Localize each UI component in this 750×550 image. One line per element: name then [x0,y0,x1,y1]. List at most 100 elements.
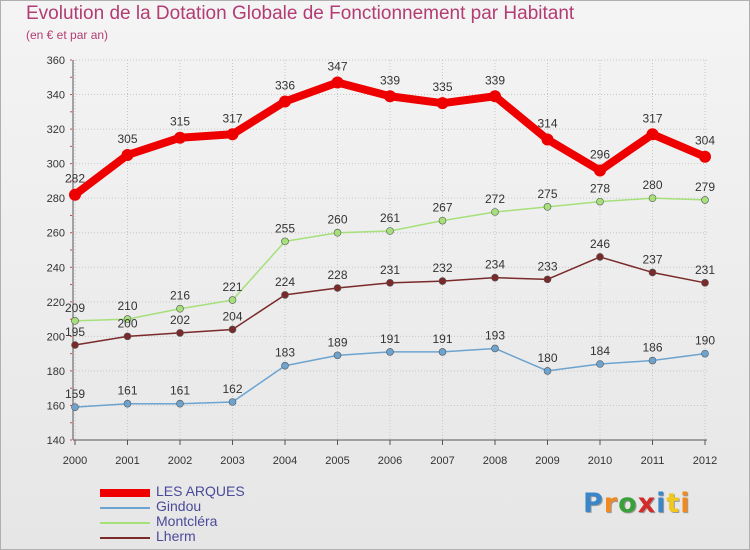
point-lherm [333,284,342,292]
point-gindou [386,348,394,356]
point-lherm [386,279,394,287]
point-lherm [438,277,447,285]
data-label-les-arques: 339 [485,73,505,87]
y-tick-label: 280 [47,193,65,205]
x-tick-label: 2008 [483,455,507,467]
point-les-arques [69,188,81,201]
point-montclera [701,196,709,204]
data-label-gindou: 189 [327,335,347,349]
data-label-les-arques: 305 [117,132,137,146]
chart-subtitle: (en € et par an) [26,28,109,42]
point-gindou [281,361,289,370]
y-tick-label: 180 [47,366,65,378]
x-tick-label: 2009 [535,455,559,467]
x-tick-label: 2004 [273,455,297,467]
data-label-montclera: 267 [432,201,452,215]
legend-label-lherm: Lherm [156,528,196,544]
point-montclera [281,237,289,246]
data-label-gindou: 180 [537,351,557,365]
data-label-gindou: 162 [222,382,242,396]
point-les-arques [384,90,396,103]
point-montclera [386,227,394,235]
data-label-montclera: 210 [117,299,137,313]
data-label-les-arques: 314 [537,116,557,130]
point-les-arques [121,149,134,161]
data-label-montclera: 209 [65,301,85,315]
point-gindou [71,403,79,411]
data-label-montclera: 278 [590,182,610,196]
x-tick-label: 2012 [693,455,717,467]
series-lines [69,76,711,411]
point-gindou [596,360,604,368]
legend-swatch-gindou [100,507,150,509]
data-labels: 282 305 315 317 336 347 339 335 339 314 296 317 304 1… [65,59,715,401]
legend-label-gindou: Gindou [156,498,202,514]
data-label-lherm: 246 [590,237,610,251]
x-tick-label: 2001 [115,455,139,467]
y-tick-label: 220 [47,297,65,309]
axes: 140 160 180 200 220 240 260 280 300 320 340 360 2000… [47,55,718,467]
data-label-les-arques: 339 [380,73,400,87]
data-label-lherm: 224 [275,275,295,289]
legend-label-montclera: Montcléra [156,513,218,529]
data-label-gindou: 191 [432,332,452,346]
point-montclera [333,228,342,237]
data-label-montclera: 216 [170,289,190,303]
data-label-gindou: 161 [170,384,190,398]
data-label-gindou: 191 [380,332,400,346]
point-les-arques [594,164,606,177]
data-label-les-arques: 296 [590,148,610,162]
point-montclera [648,194,657,202]
data-label-gindou: 183 [275,346,295,360]
data-label-les-arques: 315 [170,115,190,129]
data-label-montclera: 280 [642,178,662,192]
data-label-montclera: 272 [485,192,505,206]
data-label-lherm: 233 [537,259,557,273]
point-gindou [333,351,342,360]
point-lherm [176,329,184,337]
point-gindou [176,399,184,408]
data-label-lherm: 200 [117,316,137,330]
point-gindou [438,348,447,356]
point-gindou [228,398,237,406]
x-tick-label: 2006 [378,455,402,467]
y-tick-label: 340 [47,90,65,102]
point-lherm [648,268,657,277]
point-montclera [491,208,499,216]
data-label-lherm: 234 [485,258,505,272]
point-les-arques [541,133,554,146]
point-lherm [281,291,289,299]
point-gindou [491,344,499,353]
y-tick-label: 360 [47,55,65,67]
y-tick-label: 300 [47,159,65,171]
data-label-montclera: 279 [695,180,715,194]
point-les-arques [489,90,501,103]
point-lherm [71,341,79,349]
data-label-lherm: 195 [65,325,85,339]
point-gindou [123,399,132,408]
data-label-lherm: 231 [695,263,715,277]
y-tick-label: 200 [47,331,65,343]
grid-lines [73,59,707,441]
point-gindou [648,356,657,365]
point-montclera [438,216,447,225]
point-les-arques [699,150,711,163]
y-tick-label: 260 [47,228,65,240]
legend-label-les-arques: LES ARQUES [156,483,245,499]
x-tick-label: 2005 [325,455,349,467]
proxiti-logo: Proxiti [583,488,691,519]
x-tick-label: 2000 [63,455,87,467]
data-label-gindou: 193 [485,328,505,342]
y-tick-label: 160 [47,400,65,412]
point-lherm [701,279,709,287]
y-tick-label: 320 [47,124,65,136]
point-lherm [491,273,499,282]
point-montclera [123,315,132,323]
data-label-lherm: 237 [642,252,662,266]
data-label-gindou: 161 [117,384,137,398]
data-label-gindou: 159 [65,387,85,401]
point-montclera [596,197,604,206]
chart-title: Evolution de la Dotation Globale de Fonc… [26,3,575,24]
data-label-gindou: 190 [695,334,715,348]
data-label-montclera: 260 [327,213,347,227]
